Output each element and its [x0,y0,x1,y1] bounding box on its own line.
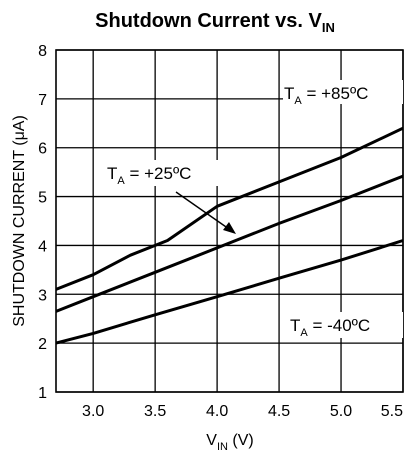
arrow-head-icon [223,222,236,234]
y-tick-label: 4 [38,238,47,255]
x-axis-label-main: V [206,432,217,449]
plot-frame [55,49,404,393]
x-tick-label: 4.0 [206,403,228,420]
y-tick-label: 8 [38,43,47,60]
x-tick-labels: 3.0 3.5 4.0 4.5 5.0 5.5 [82,403,403,420]
x-tick-label: 5.5 [381,403,403,420]
svg-text:TA = -40ºC: TA = -40ºC [290,316,370,339]
y-tick-label: 6 [38,141,47,158]
annotation-25c-arrow [175,191,236,234]
annotation-25c-rest: = +25ºC [125,164,192,183]
annotation-25c-main: T [107,164,117,183]
annotation-85c-sub: A [294,95,302,107]
series-line-minus40c [55,239,404,345]
annotation-85c-main: T [284,84,294,103]
series-line-85c [55,126,404,291]
y-tick-label: 3 [38,287,47,304]
annotation-85c: TA = +85ºC [283,80,403,107]
annotation-25c: TA = +25ºC [104,160,224,187]
annotation-minus40c-sub: A [300,327,308,339]
y-tick-labels: 1 2 3 4 5 6 7 8 [38,43,47,402]
y-tick-label: 7 [38,92,47,109]
series-lines [55,126,404,345]
annotation-25c-sub: A [117,175,125,187]
annotation-minus40c: TA = -40ºC [287,312,403,339]
chart-title-main: Shutdown Current vs. V [95,10,322,32]
x-tick-label: 3.0 [82,403,104,420]
y-axis-label: SHUTDOWN CURRENT (μA) [11,115,28,327]
x-axis-label-sub: IN [217,441,228,453]
y-tick-label: 1 [38,385,47,402]
x-axis-label-suffix: (V) [228,432,254,449]
svg-text:TA = +25ºC: TA = +25ºC [107,164,191,187]
x-tick-label: 3.5 [144,403,166,420]
annotation-minus40c-rest: = -40ºC [308,316,370,335]
annotation-minus40c-main: T [290,316,300,335]
x-tick-label: 4.5 [268,403,290,420]
y-tick-label: 2 [38,336,47,353]
x-axis-label: VIN (V) [206,432,253,453]
chart-title-subscript: IN [322,20,335,35]
series-line-25c [55,174,404,313]
chart-title: Shutdown Current vs. VIN [95,10,335,35]
svg-text:TA = +85ºC: TA = +85ºC [284,84,368,107]
x-tick-label: 5.0 [330,403,352,420]
y-tick-label: 5 [38,190,47,207]
annotation-85c-rest: = +85ºC [302,84,369,103]
